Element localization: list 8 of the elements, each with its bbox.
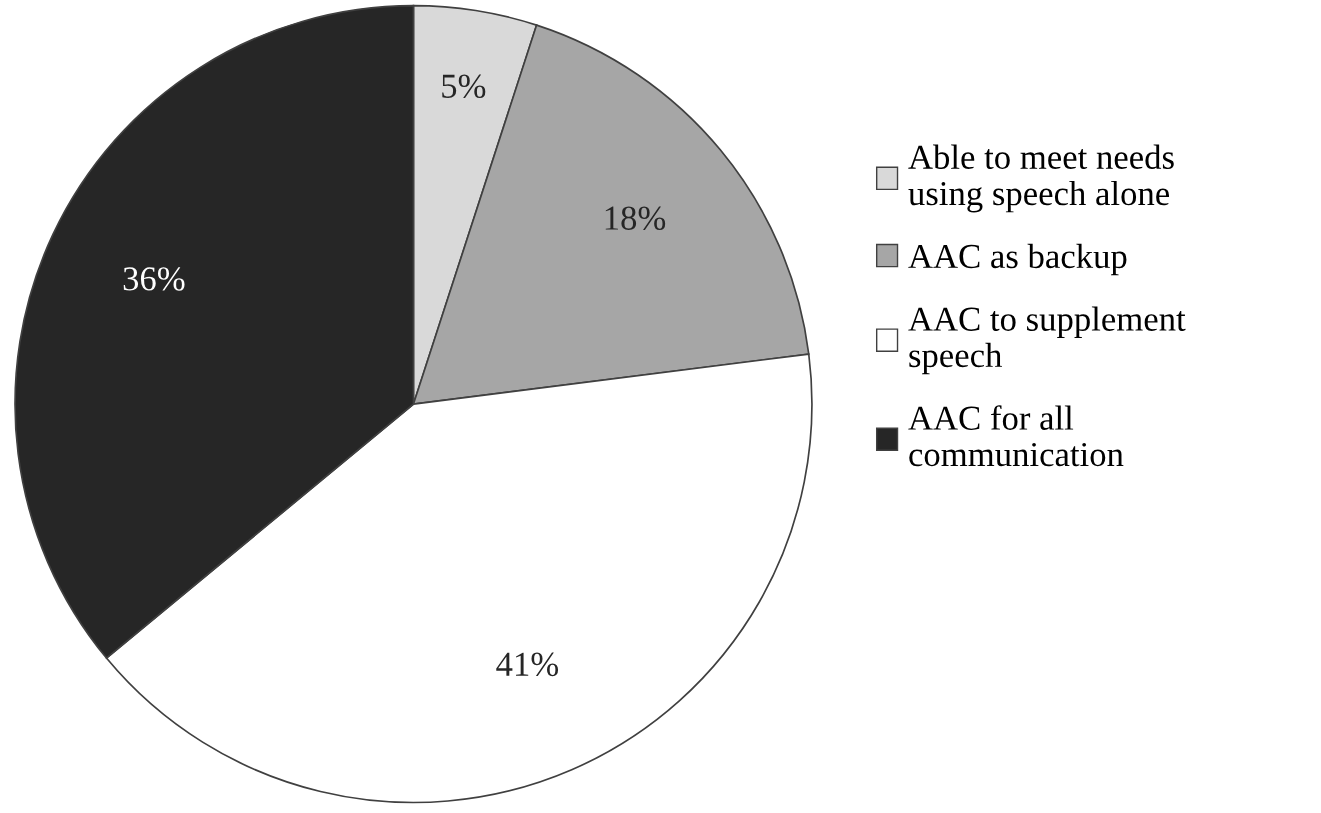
legend-label: AAC as backup bbox=[908, 243, 1127, 276]
data-label: 41% bbox=[496, 652, 559, 677]
legend-label: AAC to supplement speech bbox=[908, 306, 1186, 375]
data-label: 36% bbox=[123, 267, 185, 291]
data-label: 18% bbox=[605, 206, 666, 230]
legend-label: Able to meet needs using speech alone bbox=[908, 144, 1174, 213]
data-label: 5% bbox=[442, 74, 486, 99]
legend-label: AAC for all communication bbox=[908, 405, 1124, 467]
